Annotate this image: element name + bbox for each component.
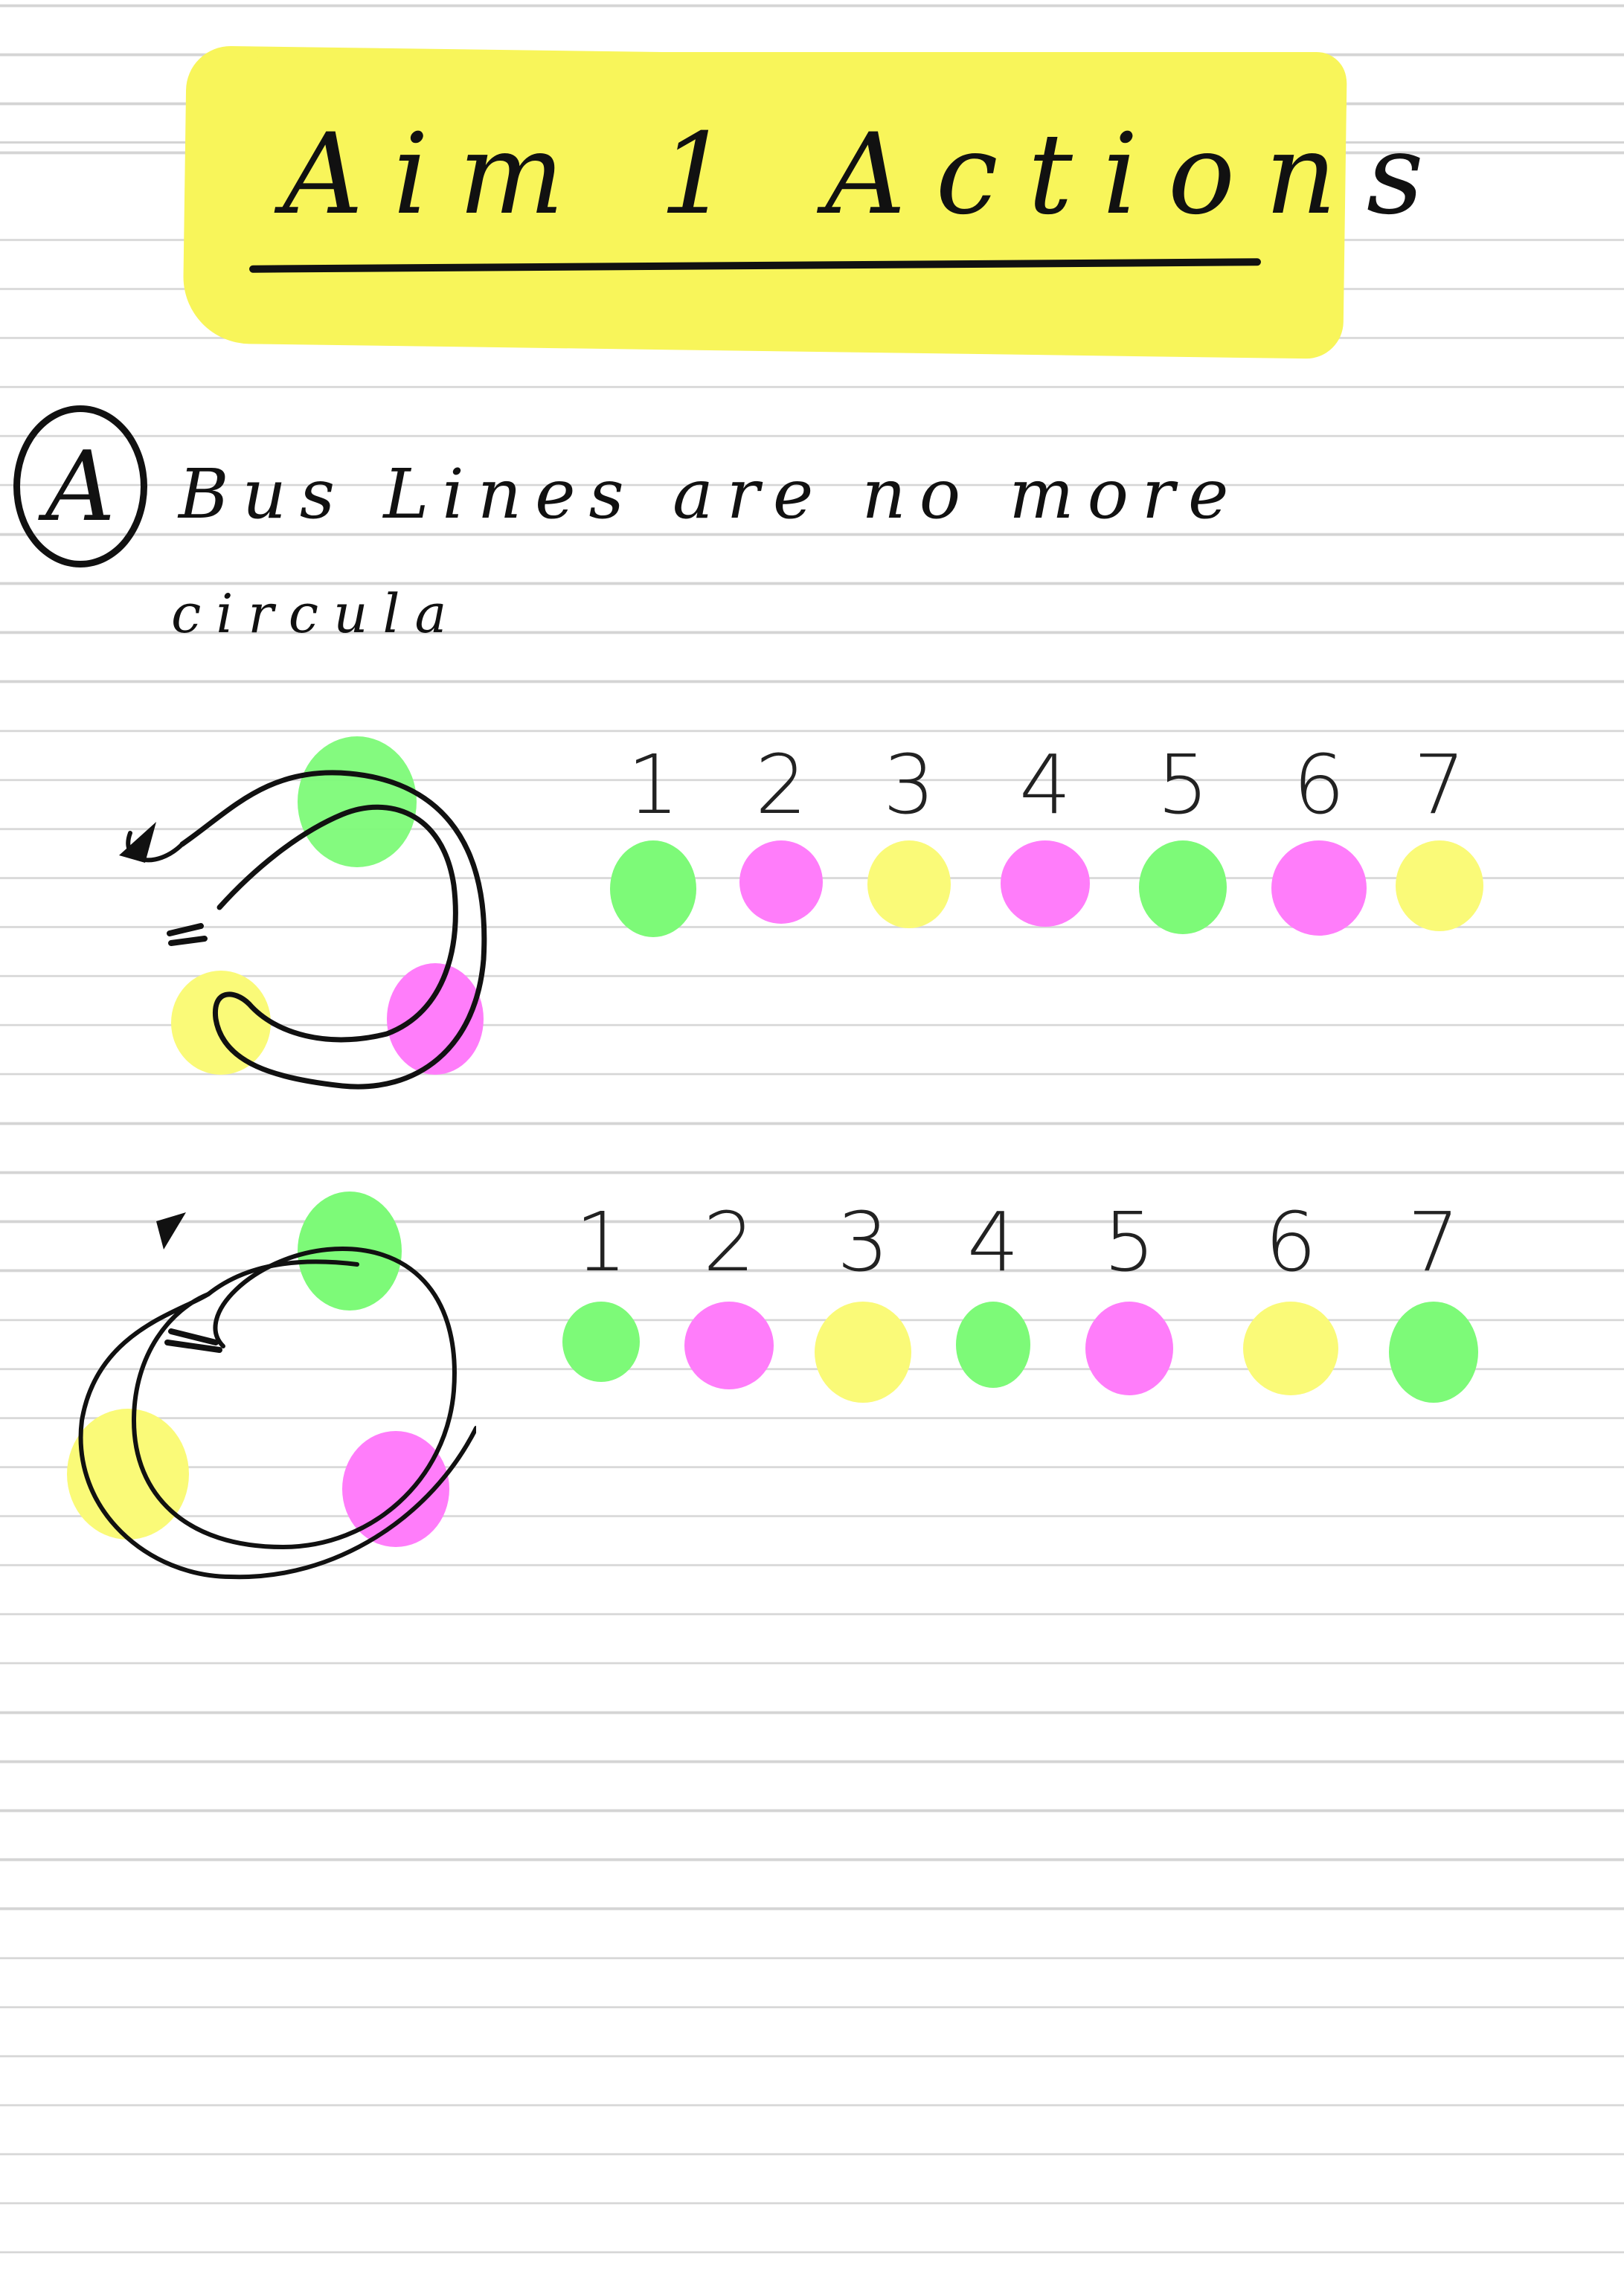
stop-number-label: 2 [703, 1194, 755, 1290]
section-heading-line-1: Bus Lines are no more [179, 454, 1242, 534]
bus-loop-diagram-1 [119, 736, 487, 1090]
page-title: Aim 1 Actions [283, 110, 1454, 239]
loop-direction-arrow [156, 1212, 186, 1250]
stop-dot-pink [1085, 1302, 1173, 1395]
loop-end-mark [164, 1328, 222, 1353]
stop-number-label: 7 [1408, 1194, 1460, 1290]
stop-number-label: 7 [1413, 737, 1466, 832]
stop-number-label: 1 [575, 1194, 627, 1290]
bus-loop-diagram-2 [67, 1192, 476, 1580]
loop-stop-green [298, 736, 417, 867]
stop-number-label: 3 [883, 737, 935, 832]
loop-stop-yellow [171, 971, 271, 1075]
stop-number-label: 5 [1157, 737, 1209, 832]
loop-stop-pink [342, 1431, 449, 1547]
stop-dot-green [956, 1302, 1030, 1388]
stop-number-label: 2 [755, 737, 807, 832]
stop-dot-yellow [815, 1302, 911, 1403]
stop-number-label: 6 [1293, 737, 1345, 832]
stop-number-label: 4 [967, 1194, 1019, 1290]
stop-dot-yellow [1396, 840, 1483, 931]
stop-number-label: 6 [1265, 1194, 1317, 1290]
stop-dot-pink [1001, 840, 1090, 927]
loop-route [78, 1247, 476, 1580]
stop-number-label: 1 [627, 737, 679, 832]
section-badge: A [13, 405, 147, 567]
loop-end-mark [167, 923, 208, 946]
loop-route [206, 1259, 359, 1296]
loop-stop-yellow [67, 1409, 189, 1540]
stop-dot-yellow [867, 840, 951, 928]
stop-dot-pink [1271, 840, 1367, 936]
stop-number-label: 3 [837, 1194, 889, 1290]
loop-direction-arrow [119, 822, 156, 863]
loop-stop-pink [387, 963, 484, 1075]
stop-dot-green [1389, 1302, 1478, 1403]
stop-dot-pink [739, 840, 823, 924]
stop-number-label: 4 [1019, 737, 1071, 832]
stop-dot-yellow [1243, 1302, 1338, 1395]
stop-number-label: 5 [1103, 1194, 1155, 1290]
stop-dot-pink [684, 1302, 774, 1389]
section-heading-line-2: circula [171, 582, 462, 645]
stop-dot-green [610, 840, 696, 937]
stop-dot-green [1139, 840, 1227, 934]
stop-dot-green [562, 1302, 640, 1382]
loop-route [179, 770, 487, 1090]
title-highlight [245, 52, 1347, 134]
